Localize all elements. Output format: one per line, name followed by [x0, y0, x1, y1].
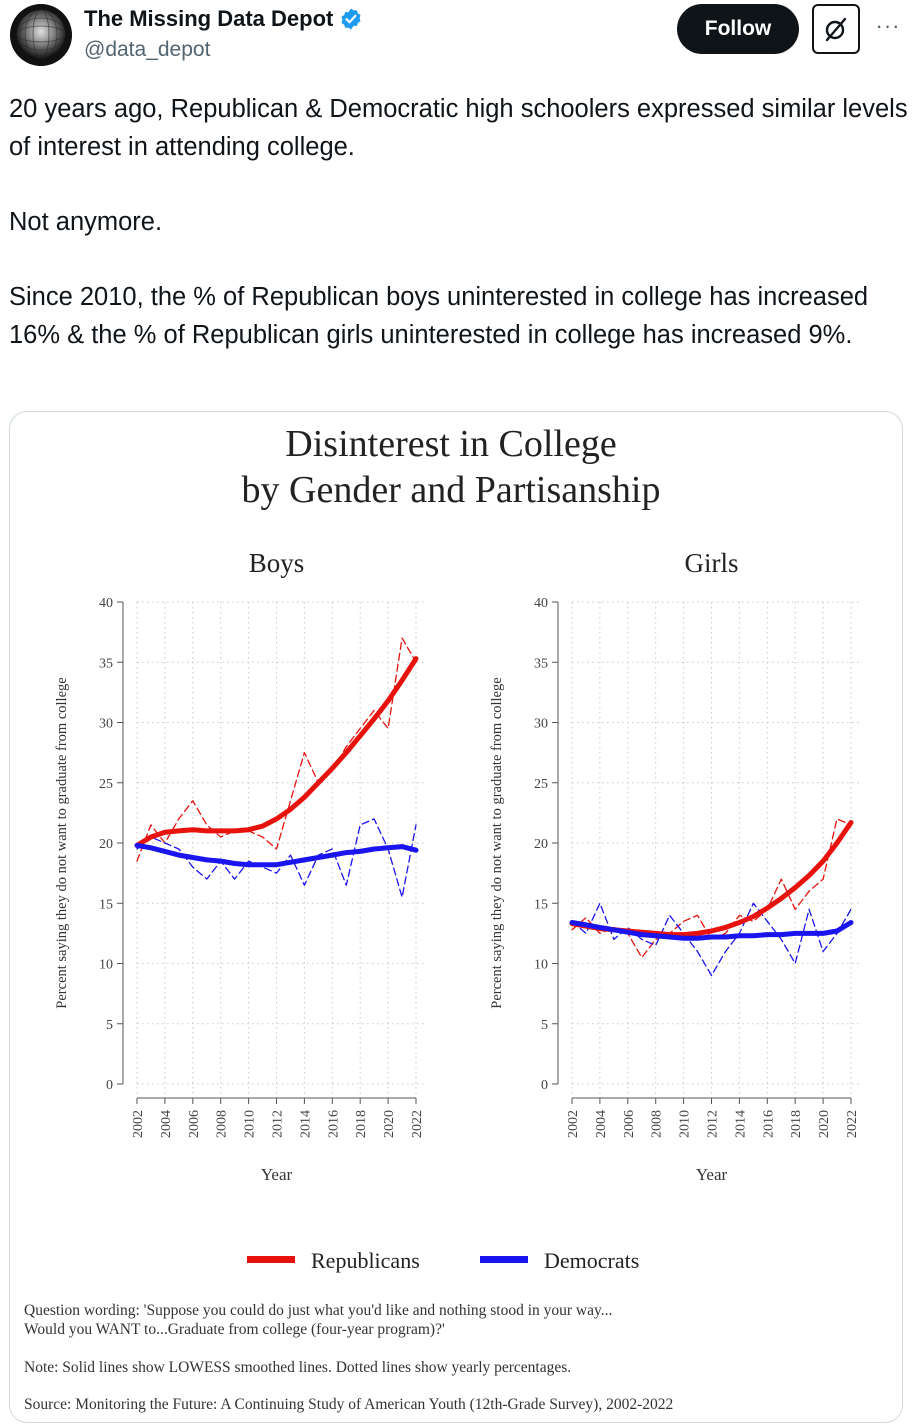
tweet-header: The Missing Data Depot @data_depot Follo…: [0, 0, 923, 80]
boys-x-tick-label: 2020: [382, 1110, 397, 1138]
boys-x-tick-label: 2014: [298, 1110, 313, 1138]
boys-y-tick-label: 30: [99, 717, 113, 732]
display-name[interactable]: The Missing Data Depot: [84, 6, 334, 31]
boys-x-axis-label: Year: [261, 1165, 293, 1184]
boys-panel-title: Boys: [249, 548, 305, 578]
tweet-media-image[interactable]: Disinterest in College by Gender and Par…: [9, 411, 903, 1423]
more-options-button[interactable]: ···: [875, 13, 901, 38]
girls-democrats-smoothed-line: [569, 920, 854, 941]
boys-x-tick-label: 2010: [243, 1110, 258, 1138]
girls-y-tick-label: 40: [534, 596, 548, 611]
boys-y-axis-label: Percent saying they do not want to gradu…: [54, 677, 70, 1008]
grok-button[interactable]: [812, 4, 860, 54]
girls-y-tick-label: 10: [534, 958, 548, 973]
display-name-row: The Missing Data Depot: [84, 6, 363, 32]
girls-x-tick-label: 2014: [733, 1110, 748, 1138]
girls-x-tick-label: 2018: [789, 1110, 804, 1138]
boys-republicans-smoothed-line: [134, 656, 419, 848]
girls-y-tick-label: 20: [534, 837, 548, 852]
legend: Republicans Democrats: [247, 1248, 639, 1273]
boys-democrats-smoothed-line: [134, 842, 419, 868]
grok-slash-icon: [825, 17, 847, 42]
girls-y-tick-label: 5: [541, 1018, 548, 1033]
boys-x-tick-label: 2012: [271, 1110, 286, 1138]
boys-y-tick-label: 15: [99, 897, 113, 912]
girls-x-tick-label: 2010: [678, 1110, 693, 1138]
girls-panel-title: Girls: [685, 548, 739, 578]
tweet-text: 20 years ago, Republican & Democratic hi…: [9, 90, 909, 354]
girls-x-axis-label: Year: [696, 1165, 728, 1184]
boys-y-tick-label: 35: [99, 656, 113, 671]
boys-y-tick-label: 40: [99, 596, 113, 611]
girls-y-tick-label: 35: [534, 656, 548, 671]
girls-x-tick-label: 2004: [594, 1110, 609, 1138]
boys-x-tick-label: 2016: [326, 1110, 341, 1138]
girls-y-tick-label: 25: [534, 777, 548, 792]
verified-badge-icon: [341, 8, 361, 30]
girls-x-tick-label: 2020: [817, 1110, 832, 1138]
legend-democrats-label: Democrats: [544, 1248, 639, 1273]
boys-x-tick-label: 2008: [215, 1110, 230, 1138]
girls-x-tick-label: 2002: [566, 1110, 581, 1138]
question-wording-line2: Would you WANT to...Graduate from colleg…: [24, 1321, 445, 1338]
boys-x-tick-label: 2022: [410, 1110, 425, 1138]
girls-x-tick-label: 2008: [650, 1110, 665, 1138]
figure-title-line2: by Gender and Partisanship: [242, 469, 661, 511]
author-handle[interactable]: @data_depot: [84, 38, 211, 61]
girls-democrats-dashed-line: [571, 902, 852, 977]
girls-x-tick-label: 2012: [706, 1110, 721, 1138]
follow-button[interactable]: Follow: [677, 4, 799, 54]
girls-y-tick-label: 15: [534, 897, 548, 912]
boys-x-tick-label: 2006: [187, 1110, 202, 1138]
boys-y-tick-label: 5: [106, 1018, 113, 1033]
method-note: Note: Solid lines show LOWESS smoothed l…: [24, 1359, 571, 1376]
boys-republicans-dashed-line: [136, 637, 417, 862]
source-note: Source: Monitoring the Future: A Continu…: [24, 1396, 673, 1413]
girls-panel: Girls 0 5 10 15 20 25 30 35 40 2002 2004 2006 2008 201…: [489, 548, 861, 1184]
girls-x-tick-label: 2006: [622, 1110, 637, 1138]
girls-x-tick-label: 2016: [761, 1110, 776, 1138]
girls-y-tick-label: 30: [534, 717, 548, 732]
question-wording-line1: Question wording: 'Suppose you could do …: [24, 1302, 612, 1319]
boys-y-tick-label: 25: [99, 777, 113, 792]
boys-x-tick-label: 2018: [354, 1110, 369, 1138]
tweet-paragraph: 20 years ago, Republican & Democratic hi…: [9, 95, 908, 161]
girls-y-tick-label: 0: [541, 1078, 548, 1093]
boys-x-tick-label: 2002: [131, 1110, 146, 1138]
figure-notes: Question wording: 'Suppose you could do …: [24, 1302, 673, 1413]
boys-y-tick-label: 10: [99, 958, 113, 973]
boys-panel: Boys 0 5 10 15 20 25 30 35 40 2002 2004 2006 2008 2010…: [54, 548, 426, 1184]
legend-republicans-swatch: [247, 1256, 295, 1263]
boys-y-tick-label: 20: [99, 837, 113, 852]
figure-chart: Disinterest in College by Gender and Par…: [24, 423, 861, 1413]
boys-y-tick-label: 0: [106, 1078, 113, 1093]
avatar[interactable]: [10, 4, 72, 66]
legend-republicans-label: Republicans: [311, 1248, 420, 1273]
figure-title-line1: Disinterest in College: [285, 423, 616, 465]
tweet-paragraph: Since 2010, the % of Republican boys uni…: [9, 283, 869, 349]
tweet-paragraph: Not anymore.: [9, 208, 163, 236]
girls-x-tick-label: 2022: [845, 1110, 860, 1138]
legend-democrats-swatch: [480, 1256, 528, 1263]
girls-y-axis-label: Percent saying they do not want to gradu…: [489, 677, 505, 1008]
boys-x-tick-label: 2004: [159, 1110, 174, 1138]
avatar-sphere-icon: [10, 4, 72, 66]
